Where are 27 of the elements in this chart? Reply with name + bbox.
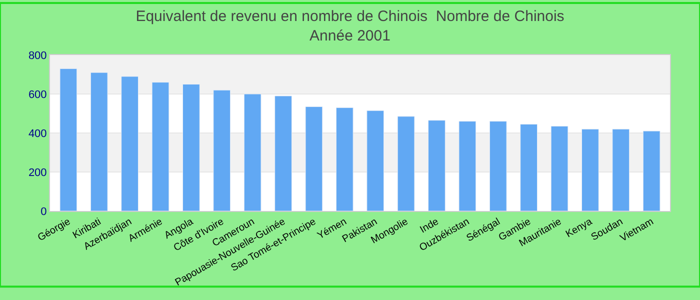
y-tick-label: 0 bbox=[40, 206, 47, 218]
bar bbox=[489, 121, 507, 211]
bar bbox=[305, 106, 323, 211]
bar bbox=[520, 124, 538, 211]
bar bbox=[90, 72, 108, 211]
y-tick-label: 800 bbox=[28, 50, 47, 62]
chart-title: Equivalent de revenu en nombre de Chinois Nombre de Chinois bbox=[136, 8, 564, 25]
bar bbox=[182, 84, 200, 211]
bar bbox=[550, 126, 568, 211]
bar bbox=[244, 94, 262, 211]
bar bbox=[458, 121, 476, 211]
bar bbox=[612, 128, 630, 211]
y-tick-label: 400 bbox=[28, 128, 47, 140]
y-tick-label: 200 bbox=[28, 166, 47, 179]
bar bbox=[366, 110, 384, 211]
bar bbox=[642, 130, 660, 211]
bar bbox=[152, 82, 170, 211]
bar bbox=[582, 128, 599, 211]
chart-subtitle: Année 2001 bbox=[310, 28, 390, 44]
bar bbox=[428, 120, 446, 211]
bar bbox=[60, 68, 78, 211]
y-tick-label: 600 bbox=[28, 88, 47, 101]
bar bbox=[397, 116, 415, 211]
bar bbox=[336, 107, 354, 211]
bar bbox=[274, 96, 292, 211]
bar bbox=[213, 90, 231, 211]
bar bbox=[121, 76, 138, 211]
